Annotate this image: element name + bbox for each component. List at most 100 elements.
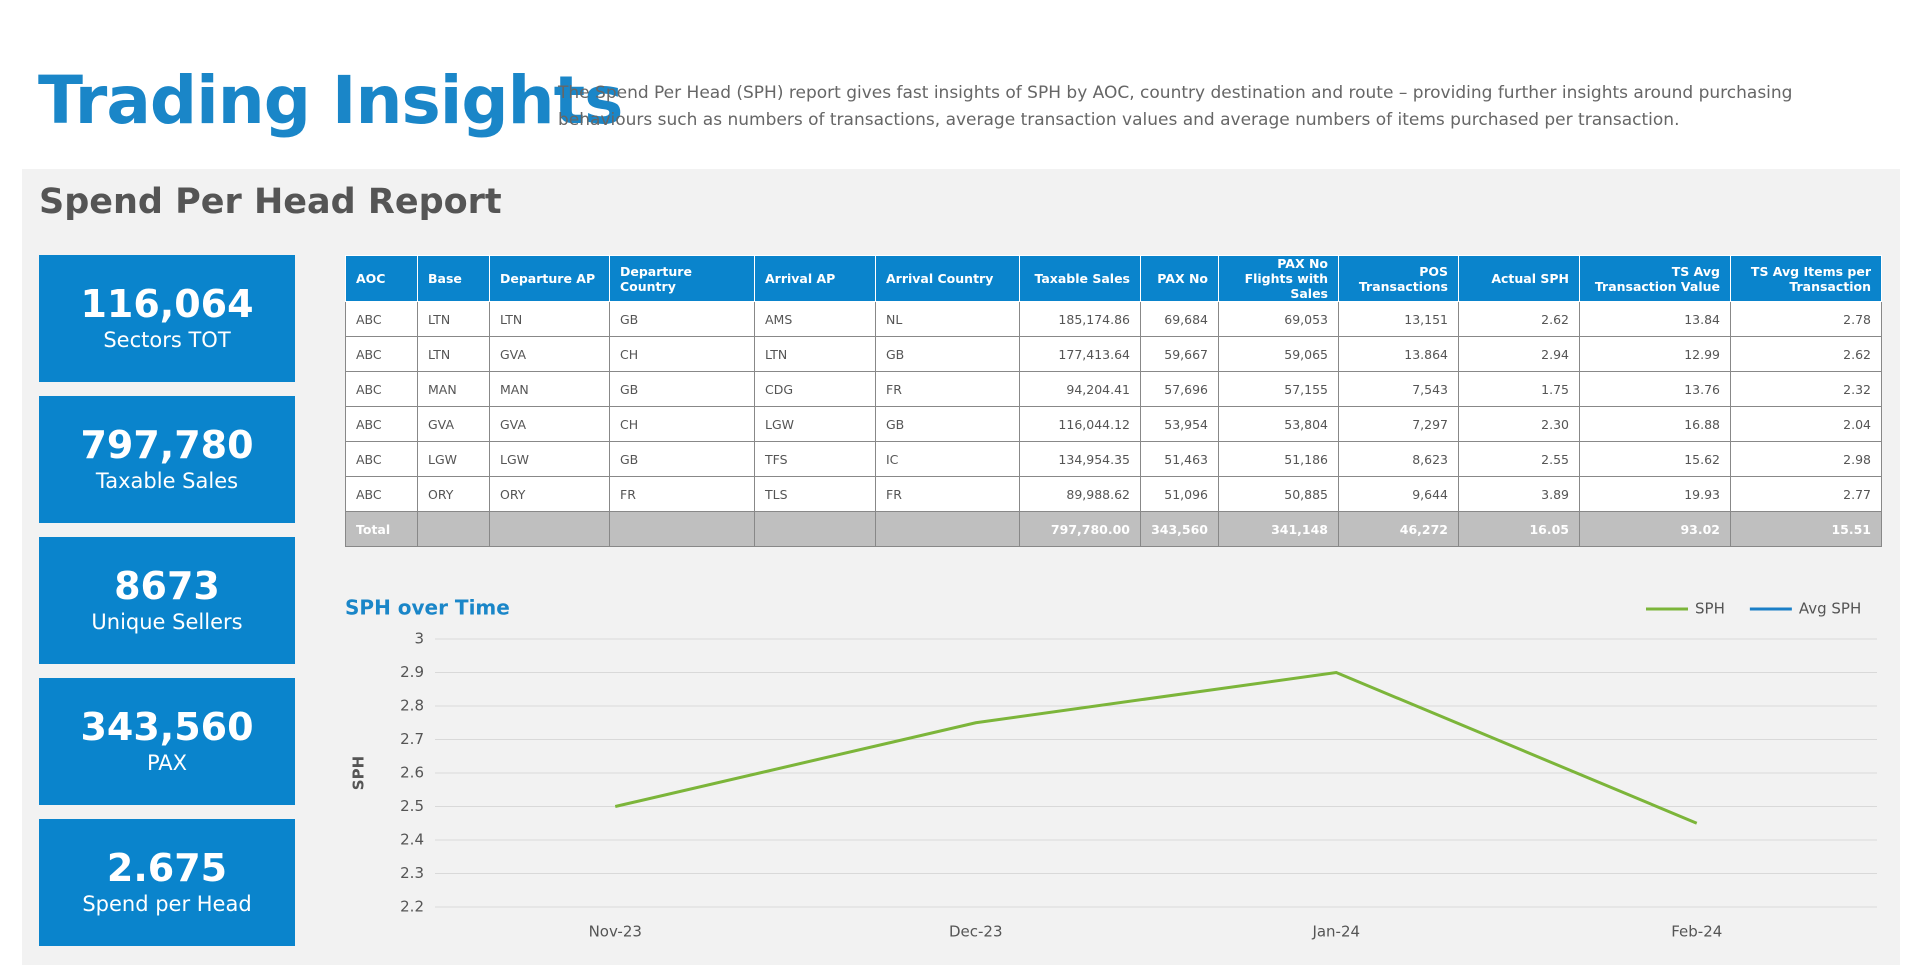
y-tick-label: 2.2 bbox=[400, 898, 424, 916]
column-header: Taxable Sales bbox=[1019, 255, 1141, 302]
kpi-value: 2.675 bbox=[106, 846, 228, 890]
table-cell: ABC bbox=[345, 476, 418, 512]
y-tick-label: 2.5 bbox=[400, 797, 424, 815]
y-tick-label: 2.8 bbox=[400, 697, 424, 715]
table-cell: ORY bbox=[489, 476, 610, 512]
table-cell: NL bbox=[875, 301, 1020, 337]
table-cell: ABC bbox=[345, 371, 418, 407]
table-cell: 13.864 bbox=[1338, 336, 1459, 372]
x-tick-label: Nov-23 bbox=[589, 923, 642, 941]
table-cell: AMS bbox=[754, 301, 876, 337]
total-cell: 93.02 bbox=[1579, 511, 1731, 547]
kpi-value: 116,064 bbox=[80, 282, 254, 326]
table-cell: CH bbox=[609, 336, 755, 372]
table-row: ABC ORY ORY FR TLS FR 89,988.62 51,096 50,885 9,6… bbox=[345, 476, 1882, 512]
column-header: Arrival Country bbox=[875, 255, 1020, 302]
table-cell: 69,053 bbox=[1218, 301, 1339, 337]
total-cell: 797,780.00 bbox=[1019, 511, 1141, 547]
table-cell: 1.75 bbox=[1458, 371, 1580, 407]
table-row: ABC LTN GVA CH LTN GB 177,413.64 59,667 59,065 13… bbox=[345, 336, 1882, 372]
kpi-value: 797,780 bbox=[80, 423, 254, 467]
report-table: AOC Base Departure AP Departure Country Arri… bbox=[345, 255, 1882, 547]
column-header: Departure AP bbox=[489, 255, 610, 302]
table-cell: 134,954.35 bbox=[1019, 441, 1141, 477]
table-cell: LGW bbox=[417, 441, 490, 477]
table-cell: LTN bbox=[417, 336, 490, 372]
table-cell: GVA bbox=[489, 336, 610, 372]
table-cell: 2.55 bbox=[1458, 441, 1580, 477]
total-cell: 341,148 bbox=[1218, 511, 1339, 547]
kpi-tile: 797,780 Taxable Sales bbox=[39, 396, 295, 523]
table-cell: MAN bbox=[417, 371, 490, 407]
table-cell: CH bbox=[609, 406, 755, 442]
table-cell: ABC bbox=[345, 336, 418, 372]
table-cell: 19.93 bbox=[1579, 476, 1731, 512]
kpi-tile: 8673 Unique Sellers bbox=[39, 537, 295, 664]
table-cell: 7,543 bbox=[1338, 371, 1459, 407]
total-cell bbox=[875, 511, 1020, 547]
kpi-tile: 2.675 Spend per Head bbox=[39, 819, 295, 946]
column-header: POS Transactions bbox=[1338, 255, 1459, 302]
table-cell: 9,644 bbox=[1338, 476, 1459, 512]
table-cell: MAN bbox=[489, 371, 610, 407]
table-cell: LTN bbox=[417, 301, 490, 337]
table-cell: FR bbox=[875, 371, 1020, 407]
table-row: ABC LTN LTN GB AMS NL 185,174.86 69,684 69,053 13… bbox=[345, 301, 1882, 337]
total-cell bbox=[489, 511, 610, 547]
kpi-label: Spend per Head bbox=[82, 892, 252, 916]
table-cell: TFS bbox=[754, 441, 876, 477]
kpi-value: 8673 bbox=[114, 564, 220, 608]
total-cell: 15.51 bbox=[1730, 511, 1882, 547]
table-cell: 50,885 bbox=[1218, 476, 1339, 512]
y-tick-label: 2.4 bbox=[400, 831, 424, 849]
legend-label: SPH bbox=[1695, 600, 1725, 618]
table-cell: 69,684 bbox=[1140, 301, 1219, 337]
table-cell: 2.62 bbox=[1458, 301, 1580, 337]
total-label: Total bbox=[345, 511, 418, 547]
table-cell: 8,623 bbox=[1338, 441, 1459, 477]
table-cell: TLS bbox=[754, 476, 876, 512]
table-cell: 7,297 bbox=[1338, 406, 1459, 442]
table-cell: 15.62 bbox=[1579, 441, 1731, 477]
table-cell: 3.89 bbox=[1458, 476, 1580, 512]
table-cell: ABC bbox=[345, 301, 418, 337]
table-cell: 13.84 bbox=[1579, 301, 1731, 337]
table-cell: ABC bbox=[345, 406, 418, 442]
column-header: Actual SPH bbox=[1458, 255, 1580, 302]
column-header: PAX No bbox=[1140, 255, 1219, 302]
table-cell: 116,044.12 bbox=[1019, 406, 1141, 442]
table-cell: 2.30 bbox=[1458, 406, 1580, 442]
total-cell: 343,560 bbox=[1140, 511, 1219, 547]
description: The Spend Per Head (SPH) report gives fa… bbox=[558, 83, 1793, 130]
table-cell: 57,696 bbox=[1140, 371, 1219, 407]
total-cell bbox=[609, 511, 755, 547]
table-cell: 2.62 bbox=[1730, 336, 1882, 372]
table-cell: GVA bbox=[417, 406, 490, 442]
table-row: ABC LGW LGW GB TFS IC 134,954.35 51,463 51,186 8,… bbox=[345, 441, 1882, 477]
table-cell: 2.04 bbox=[1730, 406, 1882, 442]
y-tick-label: 3 bbox=[414, 630, 424, 648]
table-cell: 53,954 bbox=[1140, 406, 1219, 442]
column-header: TS Avg Items per Transaction bbox=[1730, 255, 1882, 302]
page-title: Trading Insights bbox=[38, 62, 623, 139]
total-cell: 16.05 bbox=[1458, 511, 1580, 547]
table-cell: 51,186 bbox=[1218, 441, 1339, 477]
table-cell: LGW bbox=[754, 406, 876, 442]
kpi-label: Sectors TOT bbox=[103, 328, 231, 352]
total-row: Total 797,780.00 343,560 341,148 46,272 16.05… bbox=[345, 511, 1882, 547]
y-axis-label: SPH bbox=[350, 756, 368, 790]
table-cell: GB bbox=[875, 406, 1020, 442]
legend-label: Avg SPH bbox=[1799, 600, 1861, 618]
column-header: Arrival AP bbox=[754, 255, 876, 302]
table-cell: 2.32 bbox=[1730, 371, 1882, 407]
table-cell: 89,988.62 bbox=[1019, 476, 1141, 512]
y-tick-label: 2.3 bbox=[400, 864, 424, 882]
kpi-value: 343,560 bbox=[80, 705, 254, 749]
table-cell: 177,413.64 bbox=[1019, 336, 1141, 372]
table-cell: 2.77 bbox=[1730, 476, 1882, 512]
table-cell: 2.98 bbox=[1730, 441, 1882, 477]
table-cell: 51,096 bbox=[1140, 476, 1219, 512]
x-tick-label: Jan-24 bbox=[1311, 923, 1360, 941]
table-cell: 12.99 bbox=[1579, 336, 1731, 372]
